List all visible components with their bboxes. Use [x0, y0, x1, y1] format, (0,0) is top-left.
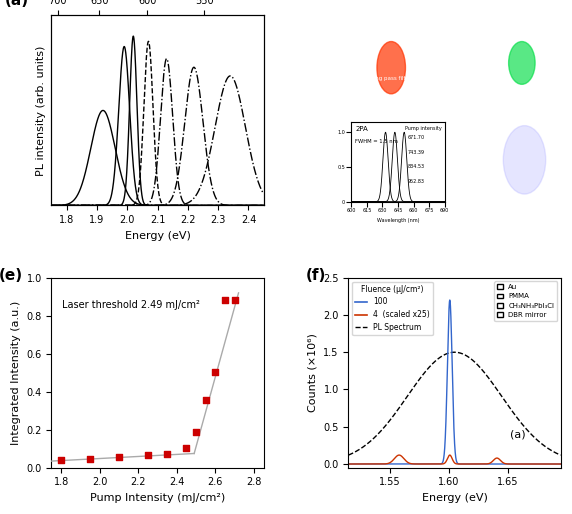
100 — [530, 461, 537, 467]
Point — [182, 444, 191, 452]
Text: 2PA: 2PA — [355, 126, 368, 132]
4  (scaled x25) — [553, 461, 560, 467]
PL Spectrum — [451, 349, 458, 355]
Text: (a): (a) — [5, 0, 29, 8]
4  (scaled x25) — [345, 461, 352, 467]
PL Spectrum — [557, 452, 564, 458]
Y-axis label: Integrated Intensity (a.u.): Integrated Intensity (a.u.) — [11, 301, 21, 445]
Point — [85, 455, 94, 463]
Point — [144, 451, 153, 460]
Point — [192, 428, 201, 436]
100 — [557, 461, 564, 467]
100 — [435, 461, 442, 467]
Ellipse shape — [509, 42, 535, 84]
Legend: Au, PMMA, CH₃NH₃PbI₃Cl, DBR mirror: Au, PMMA, CH₃NH₃PbI₃Cl, DBR mirror — [494, 281, 557, 321]
Text: 952.83: 952.83 — [407, 178, 424, 183]
4  (scaled x25) — [369, 461, 376, 467]
X-axis label: Wavelength (nm): Wavelength (nm) — [377, 218, 419, 224]
Y-axis label: Counts (×10⁶): Counts (×10⁶) — [308, 333, 317, 412]
Text: FWHM = 1.5 nm: FWHM = 1.5 nm — [355, 139, 398, 144]
Point — [162, 450, 172, 458]
Point — [220, 296, 229, 304]
Point — [211, 368, 220, 376]
Text: Long pass filter: Long pass filter — [369, 76, 411, 81]
Text: 743.39: 743.39 — [407, 150, 424, 155]
PL Spectrum — [369, 436, 376, 443]
X-axis label: Energy (eV): Energy (eV) — [422, 493, 487, 503]
4  (scaled x25) — [530, 461, 537, 467]
Line: 4  (scaled x25): 4 (scaled x25) — [348, 455, 561, 464]
Text: (c): (c) — [463, 19, 475, 28]
PL Spectrum — [553, 450, 560, 456]
PL Spectrum — [530, 434, 537, 440]
Point — [114, 453, 124, 462]
4  (scaled x25) — [446, 452, 453, 458]
Text: Laser threshold 2.49 mJ/cm²: Laser threshold 2.49 mJ/cm² — [62, 301, 200, 310]
Ellipse shape — [503, 125, 546, 194]
Point — [201, 396, 210, 405]
PL Spectrum — [345, 452, 352, 458]
Text: (e): (e) — [0, 268, 22, 283]
100 — [553, 461, 560, 467]
Ellipse shape — [377, 42, 406, 94]
4  (scaled x25) — [382, 461, 388, 467]
Point — [57, 456, 66, 464]
4  (scaled x25) — [435, 461, 442, 467]
Point — [230, 296, 239, 304]
100 — [382, 461, 388, 467]
Text: 834.53: 834.53 — [407, 164, 424, 169]
X-axis label: Energy (eV): Energy (eV) — [125, 231, 190, 241]
Text: (b): (b) — [352, 19, 366, 28]
4  (scaled x25) — [557, 461, 564, 467]
4  (scaled x25) — [426, 461, 433, 467]
100 — [345, 461, 352, 467]
Line: 100: 100 — [348, 300, 561, 464]
Line: PL Spectrum: PL Spectrum — [348, 352, 561, 455]
Text: Pump intensity: Pump intensity — [406, 126, 442, 131]
100 — [446, 297, 453, 303]
Text: CQD-VCSELs: CQD-VCSELs — [352, 95, 387, 100]
Text: 671.70: 671.70 — [407, 135, 424, 140]
Text: (d): (d) — [353, 119, 367, 128]
Y-axis label: PL intensity (arb. units): PL intensity (arb. units) — [36, 45, 46, 176]
Text: Long pass filter: Long pass filter — [487, 85, 530, 90]
PL Spectrum — [435, 355, 442, 361]
Text: (f): (f) — [306, 268, 327, 283]
PL Spectrum — [382, 423, 388, 429]
Text: CQD-VCSEL beam: CQD-VCSEL beam — [398, 21, 446, 26]
100 — [369, 461, 376, 467]
PL Spectrum — [426, 363, 433, 370]
Text: CQD-VCSEL beam: CQD-VCSEL beam — [489, 21, 538, 26]
Text: (a): (a) — [510, 429, 525, 439]
100 — [426, 461, 433, 467]
X-axis label: Pump Intensity (mJ/cm²): Pump Intensity (mJ/cm²) — [90, 493, 225, 503]
